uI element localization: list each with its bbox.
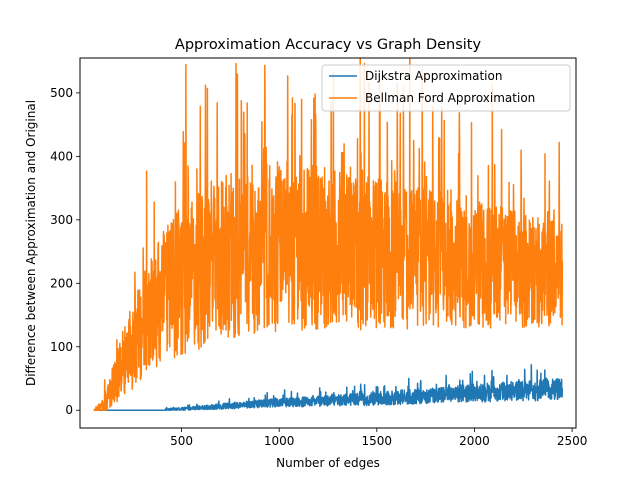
chart-title: Approximation Accuracy vs Graph Density: [175, 37, 482, 53]
y-tick-label: 400: [50, 149, 73, 163]
bellman-ford-series-line: [93, 58, 564, 411]
x-axis-label: Number of edges: [276, 456, 380, 470]
y-axis: 0 100 200 300 400 500: [50, 86, 80, 417]
y-tick-label: 100: [50, 340, 73, 354]
y-tick-label: 0: [65, 403, 73, 417]
x-tick-label: 2000: [459, 434, 490, 448]
dijkstra-series-line: [93, 363, 564, 411]
legend: Dijkstra Approximation Bellman Ford Appr…: [321, 64, 571, 112]
legend-label-dijkstra: Dijkstra Approximation: [365, 69, 502, 83]
y-axis-label: Difference between Approximation and Ori…: [24, 100, 38, 386]
x-axis: 500 1000 1500 2000 2500: [170, 428, 587, 448]
y-tick-label: 500: [50, 86, 73, 100]
legend-label-bellman-ford: Bellman Ford Approximation: [365, 91, 535, 105]
x-tick-label: 500: [170, 434, 193, 448]
legend-box: [321, 64, 571, 112]
x-tick-label: 2500: [557, 434, 588, 448]
series-layer: [93, 58, 564, 411]
plot-frame: [79, 57, 577, 429]
y-tick-label: 200: [50, 276, 73, 290]
x-tick-label: 1000: [264, 434, 295, 448]
y-tick-label: 300: [50, 213, 73, 227]
x-tick-label: 1500: [362, 434, 393, 448]
